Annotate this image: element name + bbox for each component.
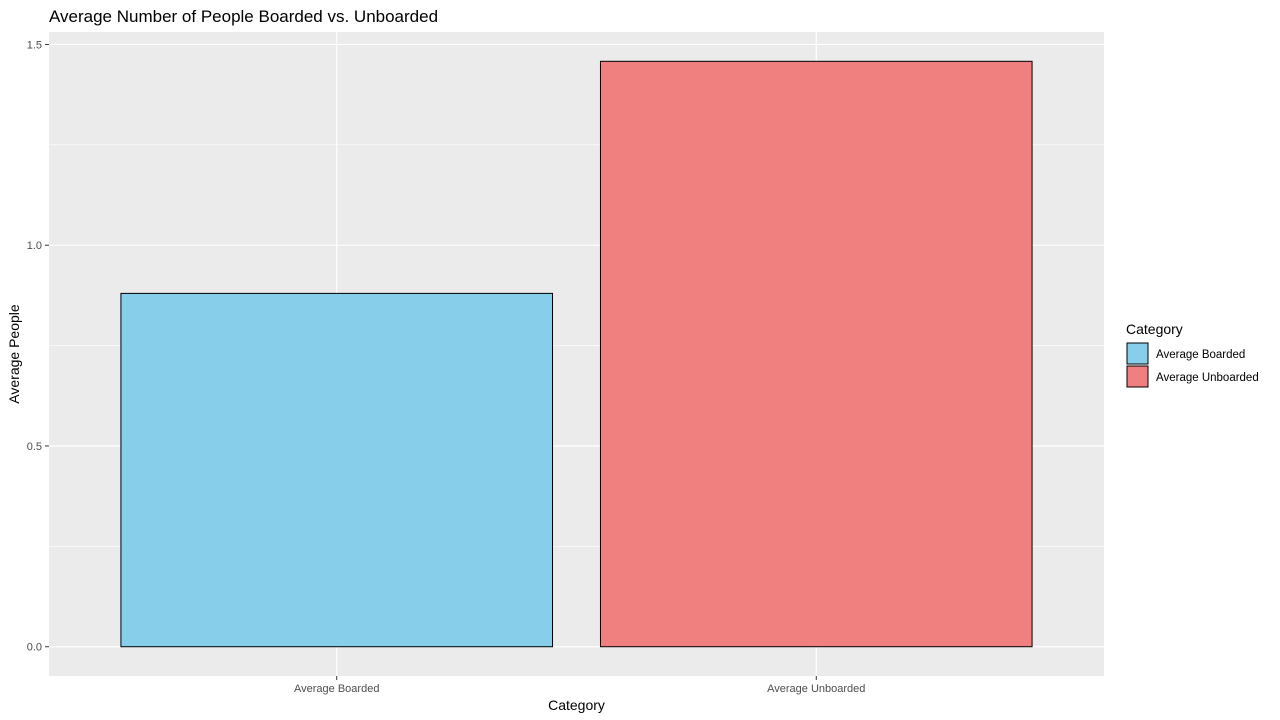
legend: Category Average Boarded Average Unboarde… xyxy=(1126,321,1259,388)
y-axis-title: Average People xyxy=(6,304,22,404)
legend-label: Average Unboarded xyxy=(1156,372,1259,384)
legend-key xyxy=(1126,342,1149,365)
y-tick-label: 0.0 xyxy=(27,642,42,654)
legend-label: Average Boarded xyxy=(1156,349,1245,361)
x-axis-title: Category xyxy=(548,697,605,713)
x-tick-label: Average Boarded xyxy=(294,683,379,695)
x-axis: Average Boarded Average Unboarded xyxy=(294,676,865,695)
y-tick-label: 1.5 xyxy=(27,39,42,51)
y-axis: 0.0 0.5 1.0 1.5 xyxy=(27,39,49,654)
legend-key xyxy=(1126,365,1149,388)
bar-average-boarded xyxy=(120,292,554,648)
chart-title: Average Number of People Boarded vs. Unb… xyxy=(49,7,438,26)
legend-title: Category xyxy=(1126,321,1183,337)
x-tick-label: Average Unboarded xyxy=(767,683,865,695)
y-tick-label: 1.0 xyxy=(27,240,42,252)
y-tick-label: 0.5 xyxy=(27,441,42,453)
bar-average-unboarded xyxy=(599,60,1033,648)
bars xyxy=(120,60,1033,648)
